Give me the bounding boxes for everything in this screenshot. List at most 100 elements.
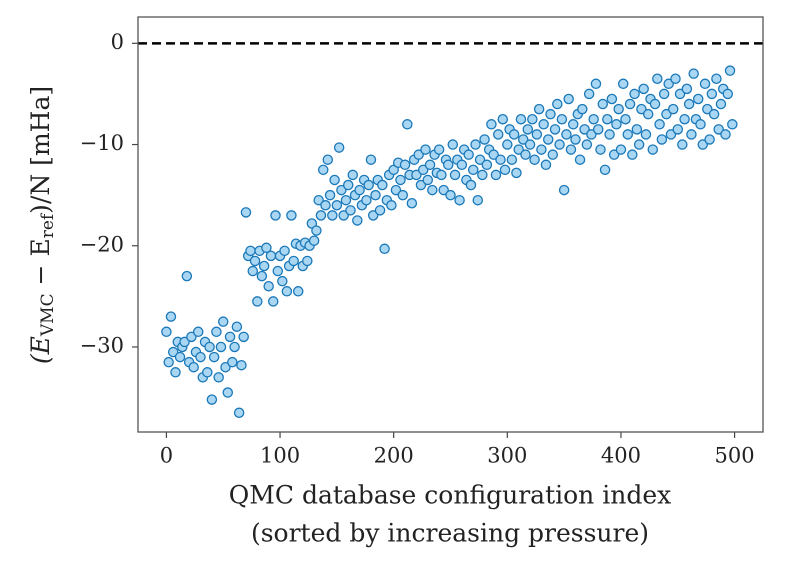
point <box>340 194 352 206</box>
point <box>233 407 245 419</box>
point <box>227 356 238 368</box>
point <box>245 245 256 257</box>
point <box>565 144 577 155</box>
point <box>633 139 645 150</box>
point <box>397 189 409 201</box>
point <box>692 93 704 105</box>
point <box>529 154 540 165</box>
point <box>390 184 402 196</box>
point <box>499 164 511 176</box>
point <box>240 207 252 218</box>
point <box>695 119 706 130</box>
point <box>265 250 277 262</box>
point <box>522 124 534 135</box>
point <box>531 129 543 140</box>
point <box>536 144 547 155</box>
point <box>411 169 422 181</box>
point <box>697 139 709 150</box>
point <box>665 129 677 140</box>
point <box>238 331 249 343</box>
point <box>186 331 197 343</box>
x-tick-label: 400 <box>601 444 641 468</box>
point <box>704 134 715 145</box>
point <box>581 139 593 150</box>
point <box>422 174 434 186</box>
point <box>631 124 643 135</box>
y-label-sub: ref <box>38 212 58 238</box>
point <box>442 159 454 171</box>
point <box>513 144 524 155</box>
point <box>217 316 229 327</box>
point <box>606 93 618 105</box>
point <box>204 341 215 353</box>
point <box>447 139 459 150</box>
y-label-part: (E <box>26 336 55 364</box>
point <box>347 169 359 181</box>
point <box>617 78 629 90</box>
point <box>192 326 204 338</box>
point <box>708 108 720 120</box>
point <box>170 367 181 378</box>
point <box>679 113 690 125</box>
point <box>599 164 611 176</box>
point <box>433 144 445 155</box>
point <box>370 189 381 201</box>
point <box>545 108 556 120</box>
point <box>315 210 327 221</box>
point <box>688 68 699 79</box>
point <box>338 210 349 221</box>
point <box>465 179 477 191</box>
point <box>640 129 652 140</box>
point <box>454 194 465 206</box>
x-axis-label: QMC database configuration index <box>229 481 671 510</box>
point <box>361 194 372 206</box>
point <box>322 154 334 165</box>
point <box>249 255 261 267</box>
point <box>602 113 613 125</box>
point <box>354 184 365 196</box>
point <box>622 129 634 140</box>
point <box>638 83 649 95</box>
point <box>222 387 234 398</box>
point <box>313 194 324 206</box>
point <box>220 361 231 373</box>
point <box>470 139 481 150</box>
point <box>167 346 179 358</box>
point <box>574 154 586 165</box>
point <box>613 103 624 115</box>
point <box>267 296 279 307</box>
point <box>720 129 731 140</box>
point <box>474 154 486 165</box>
point <box>508 129 520 140</box>
point <box>497 113 509 125</box>
point <box>597 98 609 110</box>
y-label-part: )/N [mHa] <box>26 86 55 214</box>
point <box>538 119 549 130</box>
point <box>620 113 631 125</box>
point <box>188 361 199 373</box>
point <box>256 270 268 282</box>
point <box>481 159 493 171</box>
point <box>179 336 190 348</box>
point <box>215 341 227 353</box>
point <box>449 169 461 181</box>
point <box>317 164 329 176</box>
point <box>302 255 313 267</box>
point <box>558 184 570 196</box>
point <box>202 367 213 378</box>
x-tick-label: 0 <box>160 444 173 468</box>
point <box>711 73 722 84</box>
plot-frame <box>137 16 764 433</box>
point <box>406 197 418 209</box>
y-tick-label: −20 <box>80 232 124 256</box>
point <box>236 359 247 371</box>
point <box>427 184 438 196</box>
point <box>342 179 354 191</box>
point <box>506 154 518 165</box>
point <box>463 149 474 160</box>
point <box>477 169 488 181</box>
point <box>577 103 588 115</box>
x-tick-label: 200 <box>374 444 414 468</box>
point <box>586 129 597 140</box>
